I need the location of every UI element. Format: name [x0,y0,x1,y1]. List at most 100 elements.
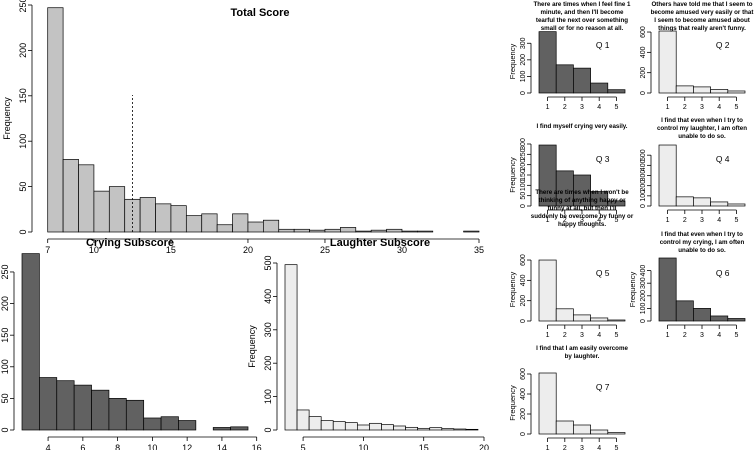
y-tick-label-q3: 100 [520,179,527,191]
y-tick-label-q6: 200 [640,290,647,302]
bar-total-14 [263,219,280,233]
bar-q7-4 [607,432,626,435]
x-tick-label-total: 20 [243,245,253,255]
bar-total-11 [216,224,233,233]
bar-q4-0 [658,144,677,207]
x-tick-label-q2: 2 [683,104,687,111]
question-label-q6: Q 6 [716,268,730,278]
bar-total-20 [355,230,372,233]
y-tick-label-q4: 500 [640,149,647,161]
x-tick-label-q7: 1 [546,445,550,450]
x-tick-label-q2: 5 [734,104,738,111]
question-text-q2: I seem to become amused about [654,17,750,24]
x-tick-label-laughter: 20 [479,443,489,450]
x-tick-label-q5: 5 [614,332,618,339]
y-tick-label-q3: 150 [520,169,527,181]
y-tick-label-total: 150 [18,88,28,103]
y-tick-label-q1: 0 [520,91,527,95]
bar-crying-3 [73,384,92,431]
chart-q5: 0 200 400 600 1 2 3 4 5 Frequency There are times … [508,189,634,339]
x-tick-label-laughter: 15 [419,443,429,450]
y-tick-label-q4: 0 [640,204,647,208]
y-axis-label-q5: Frequency [508,272,517,308]
bar-q7-1 [555,420,574,435]
x-tick-label-q7: 2 [563,445,567,450]
question-text-q5: thinking of anything happy or [539,197,627,204]
chart-title-crying: Crying Subscore [86,237,174,249]
bar-total-1 [62,159,79,233]
x-tick-label-q4: 2 [683,217,687,224]
bar-total-16 [293,228,310,233]
chart-title-total: Total Score [230,7,289,19]
question-text-q4: I find that even when I try to [661,117,743,124]
bar-q6-0 [658,257,677,322]
y-tick-label-q3: 300 [520,138,527,150]
x-tick-label-q7: 4 [597,445,601,450]
y-tick-label-q3: 250 [520,148,527,160]
bar-total-15 [278,228,295,233]
y-tick-label-q5: 400 [520,274,527,286]
bar-total-7 [155,203,172,233]
bar-q3-4 [607,200,626,207]
bar-q5-3 [590,317,609,322]
x-tick-label-q2: 1 [666,104,670,111]
chart-q2: 0 200 400 600 1 2 3 4 5 Others have told me that … [640,1,753,111]
question-text-q2: things that really aren't funny. [658,25,746,32]
y-tick-label-total: 0 [18,229,28,234]
y-tick-label-total: 250 [18,0,28,13]
y-tick-label-q1: 300 [520,37,527,49]
bar-q2-4 [727,90,746,94]
bar-q1-4 [607,89,626,94]
bar-total-13 [247,221,264,233]
bar-crying-6 [125,399,145,431]
question-text-q7: I find that I am easily overcome [536,345,628,352]
x-tick-label-q5: 3 [580,332,584,339]
x-tick-label-crying: 8 [115,443,120,450]
y-tick-label-q2: 200 [640,67,647,79]
question-text-q5: suddenly be overcome by funny or [531,213,634,220]
bar-q7-0 [538,372,557,435]
bar-q4-1 [675,196,694,207]
x-tick-label-q3: 3 [580,217,584,224]
bar-total-8 [170,205,187,233]
bar-q2-2 [693,86,711,94]
y-tick-label-crying: 50 [0,393,10,403]
y-tick-label-q5: 200 [520,295,527,307]
question-text-q1: small or for no reason at all. [541,25,624,32]
question-text-q1: There are times when I feel fine 1 [534,1,632,8]
y-tick-label-laughter: 500 [263,255,273,270]
bar-laughter-15 [465,428,479,431]
y-tick-label-q6: 400 [640,265,647,277]
y-tick-label-q6: 100 [640,302,647,314]
bar-q4-3 [710,201,729,207]
x-tick-label-q3: 1 [546,217,550,224]
bar-q4-2 [693,197,711,207]
x-tick-label-total: 15 [166,245,176,255]
y-axis-label-q1: Frequency [508,44,517,80]
y-tick-label-crying: 150 [0,328,10,343]
x-tick-label-q3: 4 [597,217,601,224]
bar-q6-3 [710,315,729,322]
y-tick-label-q7: 200 [520,408,527,420]
y-tick-label-q5: 0 [520,319,527,323]
y-tick-label-q1: 200 [520,54,527,66]
bar-q7-3 [590,429,609,435]
y-axis-label-laughter: Frequency [247,325,257,368]
bar-total-10 [201,213,218,233]
bar-total-27 [463,230,480,233]
x-tick-label-crying: 12 [182,443,192,450]
bar-crying-0 [21,253,40,431]
x-tick-label-q6: 3 [700,332,704,339]
bar-laughter-14 [453,428,467,431]
bar-total-2 [78,164,95,233]
chart-q7: 0 200 400 600 1 2 3 4 5 Frequency I find that I am… [508,345,628,450]
question-label-q3: Q 3 [596,154,610,164]
y-tick-label-q4: 300 [640,170,647,182]
bar-crying-4 [91,389,110,431]
bar-q3-2 [573,174,591,207]
y-tick-label-q5: 600 [520,254,527,266]
bar-laughter-10 [405,426,419,431]
x-tick-label-total: 10 [89,245,99,255]
question-text-q4: unable to do so. [678,133,726,140]
